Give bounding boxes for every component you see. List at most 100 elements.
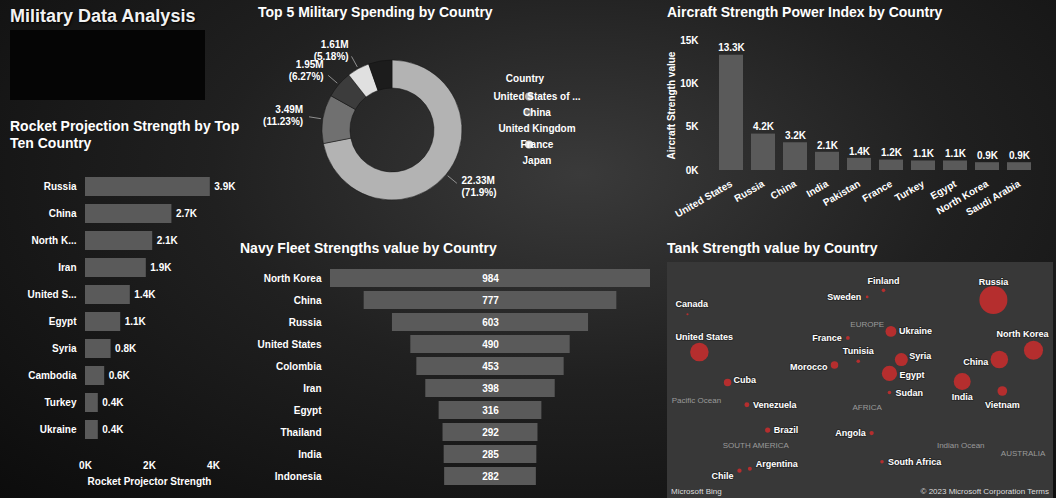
svg-text:SOUTH AMERICA: SOUTH AMERICA [723,441,790,450]
svg-text:984: 984 [482,273,499,284]
svg-text:1.1K: 1.1K [125,316,147,327]
svg-text:398: 398 [482,383,499,394]
svg-text:1.61M(5.18%): 1.61M(5.18%) [314,39,349,62]
svg-text:1.95M(6.27%): 1.95M(6.27%) [289,59,324,82]
svg-text:0.4K: 0.4K [102,424,124,435]
svg-text:India: India [952,392,974,402]
svg-text:0.8K: 0.8K [115,343,137,354]
svg-text:13.3K: 13.3K [718,42,745,53]
svg-text:Russia: Russia [44,181,77,192]
svg-text:2.1K: 2.1K [817,140,839,151]
svg-text:2.1K: 2.1K [157,235,179,246]
svg-text:603: 603 [482,317,499,328]
svg-text:Iran: Iran [58,262,76,273]
svg-text:5K: 5K [686,121,700,132]
svg-text:Morocco: Morocco [790,362,828,372]
svg-text:Aircraft Strength value: Aircraft Strength value [666,51,677,159]
svg-text:Egypt: Egypt [899,370,924,380]
svg-text:292: 292 [482,427,499,438]
svg-text:0.9K: 0.9K [977,150,999,161]
svg-text:United S...: United S... [28,289,77,300]
svg-text:Venezuela: Venezuela [753,400,798,410]
svg-text:1.2K: 1.2K [881,147,903,158]
svg-text:282: 282 [482,471,499,482]
svg-text:1.4K: 1.4K [134,289,156,300]
svg-text:316: 316 [482,405,499,416]
svg-text:Russia: Russia [732,178,766,204]
svg-text:AUSTRALIA: AUSTRALIA [1001,449,1046,458]
svg-text:United States: United States [675,332,733,342]
svg-text:China: China [49,208,77,219]
svg-text:Iran: Iran [303,383,321,394]
svg-text:Finland: Finland [868,276,900,286]
svg-text:490: 490 [482,339,499,350]
svg-text:Egypt: Egypt [294,405,322,416]
svg-text:North K...: North K... [32,235,77,246]
svg-text:0.9K: 0.9K [1009,150,1031,161]
svg-text:Vietnam: Vietnam [985,400,1020,410]
svg-text:Colombia: Colombia [276,361,322,372]
svg-text:United States: United States [673,178,734,220]
svg-text:Pacific Ocean: Pacific Ocean [672,396,721,405]
svg-text:China: China [294,295,322,306]
svg-text:United States of ...: United States of ... [493,91,580,102]
svg-text:United States: United States [258,339,322,350]
svg-text:Saudi Arabia: Saudi Arabia [964,178,1022,218]
svg-text:22.33M(71.9%): 22.33M(71.9%) [462,175,497,198]
svg-text:Sudan: Sudan [895,388,923,398]
svg-text:Angola: Angola [835,428,866,438]
svg-text:Thailand: Thailand [280,427,321,438]
svg-text:Rocket Projector Strength: Rocket Projector Strength [88,476,212,487]
svg-text:Indonesia: Indonesia [275,471,322,482]
svg-text:Pakistan: Pakistan [821,178,862,208]
svg-text:0.4K: 0.4K [102,397,124,408]
svg-text:EUROPE: EUROPE [850,320,884,329]
svg-text:North Korea: North Korea [264,273,322,284]
svg-text:Syria: Syria [909,351,932,361]
svg-text:AFRICA: AFRICA [853,403,883,412]
svg-text:Sweden: Sweden [827,292,861,302]
svg-text:1.1K: 1.1K [945,148,967,159]
svg-text:Japan: Japan [523,155,552,166]
svg-text:285: 285 [482,449,499,460]
svg-text:1.9K: 1.9K [150,262,172,273]
svg-text:4K: 4K [207,460,221,471]
svg-text:China: China [769,178,799,202]
svg-text:Russia: Russia [289,317,322,328]
svg-text:Chile: Chile [711,471,733,481]
svg-text:1.1K: 1.1K [913,148,935,159]
svg-text:Canada: Canada [676,299,710,309]
svg-text:Ukraine: Ukraine [40,424,77,435]
svg-text:Argentina: Argentina [756,459,799,469]
svg-text:2K: 2K [143,460,157,471]
svg-text:10K: 10K [680,78,699,89]
svg-text:0K: 0K [686,165,700,176]
svg-text:Country: Country [506,73,545,84]
svg-text:France: France [521,139,554,150]
svg-text:Tunisia: Tunisia [843,346,875,356]
svg-text:Indian Ocean: Indian Ocean [937,441,985,450]
svg-text:France: France [812,333,842,343]
svg-text:Russia: Russia [979,277,1010,287]
svg-text:Egypt: Egypt [49,316,77,327]
svg-text:China: China [523,107,551,118]
svg-text:1.4K: 1.4K [849,146,871,157]
svg-text:Cuba: Cuba [734,375,757,385]
svg-text:2.7K: 2.7K [176,208,198,219]
svg-text:Syria: Syria [52,343,77,354]
svg-text:777: 777 [482,295,499,306]
svg-text:453: 453 [482,361,499,372]
svg-text:Cambodia: Cambodia [28,370,77,381]
svg-text:North Korea: North Korea [996,329,1049,339]
svg-text:Brazil: Brazil [774,425,799,435]
svg-text:India: India [298,449,322,460]
svg-text:Turkey: Turkey [893,178,927,204]
svg-text:3.9K: 3.9K [214,181,236,192]
svg-text:United Kingdom: United Kingdom [498,123,575,134]
svg-text:Ukraine: Ukraine [899,326,932,336]
svg-text:15K: 15K [680,35,699,46]
svg-text:0.6K: 0.6K [109,370,131,381]
svg-text:0K: 0K [79,460,93,471]
svg-text:Turkey: Turkey [44,397,76,408]
svg-text:4.2K: 4.2K [753,121,775,132]
